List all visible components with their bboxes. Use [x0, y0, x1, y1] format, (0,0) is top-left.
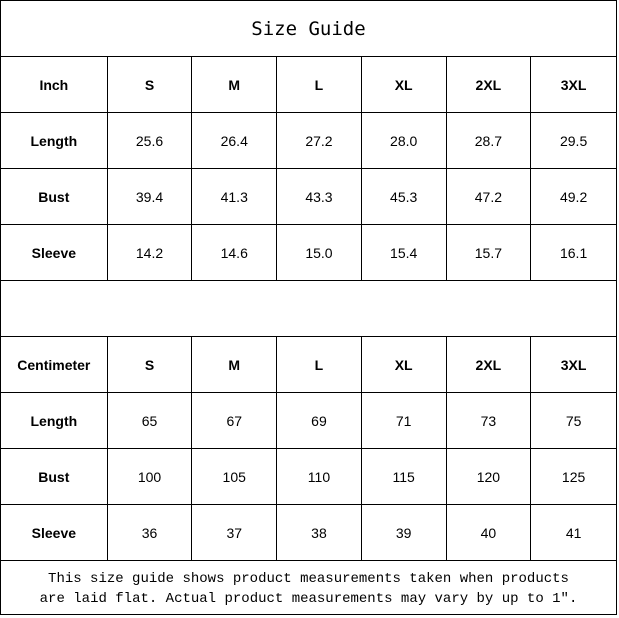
size-header-m: M — [192, 337, 278, 392]
table-cell: 40 — [447, 505, 532, 560]
table-cell: 26.4 — [192, 113, 278, 168]
inch-header-row: Inch S M L XL 2XL 3XL — [1, 57, 616, 113]
table-cell: 65 — [108, 393, 193, 448]
spacer-row — [1, 281, 616, 337]
size-header-s: S — [108, 337, 193, 392]
table-cell: 105 — [192, 449, 278, 504]
table-cell: 45.3 — [362, 169, 447, 224]
cm-row-bust: Bust 100 105 110 115 120 125 — [1, 449, 616, 505]
table-cell: 75 — [565, 412, 582, 429]
size-header-2xl: 2XL — [447, 57, 532, 112]
table-cell: 14.2 — [108, 225, 193, 280]
table-cell: 41.3 — [192, 169, 278, 224]
table-cell: 28.0 — [362, 113, 447, 168]
table-cell: 69 — [277, 393, 362, 448]
size-header-3xl: 3XL — [560, 356, 587, 373]
table-cell: 15.0 — [277, 225, 362, 280]
size-guide-title: Size Guide — [1, 1, 616, 57]
inch-row-length: Length 25.6 26.4 27.2 28.0 28.7 29.5 — [1, 113, 616, 169]
inch-row-bust: Bust 39.4 41.3 43.3 45.3 47.2 49.2 — [1, 169, 616, 225]
size-header-3xl: 3XL — [560, 76, 587, 93]
table-cell: 36 — [108, 505, 193, 560]
table-cell: 71 — [362, 393, 447, 448]
size-header-xl: XL — [362, 57, 447, 112]
table-cell: 115 — [362, 449, 447, 504]
table-cell: 29.5 — [559, 132, 588, 149]
inch-row-sleeve: Sleeve 14.2 14.6 15.0 15.4 15.7 16.1 — [1, 225, 616, 281]
table-cell: 110 — [277, 449, 362, 504]
table-cell: 125 — [561, 468, 586, 485]
footer-line-1: This size guide shows product measuremen… — [48, 570, 569, 587]
size-header-m: M — [192, 57, 278, 112]
inch-unit-label: Inch — [1, 57, 108, 112]
table-cell: 73 — [447, 393, 532, 448]
row-label: Bust — [1, 169, 108, 224]
table-cell: 15.7 — [447, 225, 532, 280]
table-cell: 120 — [447, 449, 532, 504]
size-header-xl: XL — [362, 337, 447, 392]
size-header-2xl: 2XL — [447, 337, 532, 392]
table-cell: 16.1 — [559, 244, 588, 261]
row-label: Bust — [1, 449, 108, 504]
table-cell: 100 — [108, 449, 193, 504]
cm-row-length: Length 65 67 69 71 73 75 — [1, 393, 616, 449]
table-cell: 39 — [362, 505, 447, 560]
table-cell: 37 — [192, 505, 278, 560]
table-cell: 25.6 — [108, 113, 193, 168]
table-cell: 14.6 — [192, 225, 278, 280]
cm-row-sleeve: Sleeve 36 37 38 39 40 41 — [1, 505, 616, 561]
footer-note: This size guide shows product measuremen… — [1, 561, 616, 616]
row-label: Length — [1, 113, 108, 168]
size-header-s: S — [108, 57, 193, 112]
table-cell: 38 — [277, 505, 362, 560]
table-cell: 49.2 — [559, 188, 588, 205]
row-label: Sleeve — [1, 225, 108, 280]
table-cell: 47.2 — [447, 169, 532, 224]
table-cell: 41 — [565, 524, 582, 541]
cm-header-row: Centimeter S M L XL 2XL 3XL — [1, 337, 616, 393]
table-cell: 43.3 — [277, 169, 362, 224]
table-cell: 27.2 — [277, 113, 362, 168]
row-label: Sleeve — [1, 505, 108, 560]
table-cell: 28.7 — [447, 113, 532, 168]
size-header-l: L — [277, 57, 362, 112]
table-cell: 39.4 — [108, 169, 193, 224]
size-header-l: L — [277, 337, 362, 392]
row-label: Length — [1, 393, 108, 448]
table-cell: 15.4 — [362, 225, 447, 280]
table-cell: 67 — [192, 393, 278, 448]
footer-line-2: are laid flat. Actual product measuremen… — [39, 590, 578, 607]
cm-unit-label: Centimeter — [1, 337, 108, 392]
